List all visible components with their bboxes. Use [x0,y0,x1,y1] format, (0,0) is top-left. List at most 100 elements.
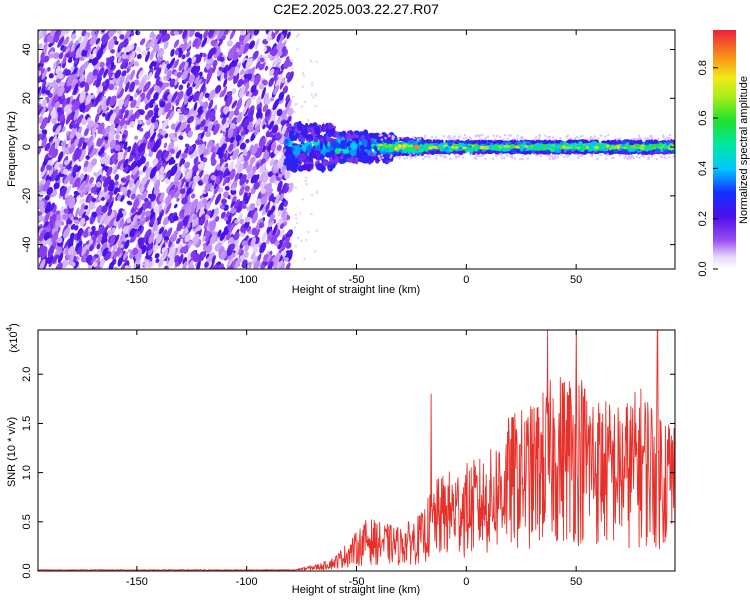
signal-blob [388,148,393,152]
noise-blob [142,165,147,172]
noise-blob [97,235,103,244]
noise-blob [154,179,161,192]
noise-blob [205,109,211,120]
signal-blob [503,144,508,148]
noise-blob [89,176,94,184]
signal-blob [634,143,641,148]
noise-blob [285,262,291,269]
signal-halo [397,137,400,140]
signal-halo [635,155,639,158]
noise-speck [295,217,298,220]
noise-blob [149,49,155,61]
noise-blob [139,38,146,46]
signal-blob [397,144,402,149]
signal-blob [563,148,568,153]
noise-blob [209,110,216,122]
noise-speck [294,186,298,189]
noise-blob [212,64,217,74]
signal-blob [676,148,678,151]
signal-blob [365,150,373,154]
signal-halo [569,137,572,140]
signal-halo [419,154,422,157]
noise-blob [86,71,93,83]
signal-blob [327,133,334,137]
noise-blob [93,122,100,128]
noise-blob [239,218,245,225]
noise-blob [166,69,172,80]
noise-blob [73,219,80,225]
noise-blob [282,85,289,94]
noise-speck [310,84,314,87]
signal-blob [342,148,350,154]
noise-blob [192,65,201,77]
signal-blob [319,154,324,160]
noise-blob [155,192,162,203]
noise-speck [310,194,314,197]
noise-blob [253,181,260,190]
noise-blob [193,101,198,113]
noise-blob [261,86,266,100]
noise-blob [114,108,123,121]
noise-blob [95,37,101,45]
noise-blob [210,158,217,166]
noise-blob [41,30,48,34]
noise-blob [114,173,120,181]
signal-blob [312,154,317,159]
noise-blob [128,155,134,162]
noise-blob [245,185,250,192]
signal-blob [468,148,474,153]
noise-blob [134,135,139,140]
signal-halo [535,154,539,157]
signal-halo [463,134,467,137]
signal-blob [536,145,543,149]
noise-blob [55,262,63,269]
noise-blob [48,73,54,79]
noise-blob [133,175,140,186]
noise-blob [233,109,240,116]
noise-blob [64,84,72,94]
signal-blob [313,137,319,143]
noise-speck [300,105,304,108]
signal-blob [542,140,548,145]
noise-blob [259,163,267,174]
signal-halo [442,135,446,138]
signal-blob [593,146,600,149]
noise-blob [178,135,184,141]
signal-halo [423,155,427,159]
signal-blob [305,134,314,140]
noise-speck [294,244,298,248]
noise-blob [124,99,129,108]
signal-halo [401,136,404,139]
signal-blob [312,150,321,155]
noise-blob [199,143,206,154]
noise-blob [116,84,123,96]
noise-blob [229,168,236,181]
signal-blob [377,144,384,146]
noise-blob [58,73,64,79]
noise-blob [44,32,51,43]
noise-blob [67,58,73,63]
noise-blob [221,212,226,218]
signal-blob [478,149,482,152]
noise-blob [281,207,287,218]
noise-blob [124,73,130,86]
noise-blob [129,237,134,243]
signal-blob [467,147,472,150]
signal-blob [650,141,656,145]
signal-blob [314,128,321,135]
noise-blob [226,178,232,188]
noise-blob [170,48,175,57]
noise-blob [205,131,211,138]
signal-blob [619,148,622,151]
noise-speck [305,238,308,242]
noise-blob [41,129,48,135]
noise-blob [185,123,191,134]
noise-blob [99,257,106,268]
noise-blob [184,143,190,148]
noise-blob [199,82,206,95]
signal-blob [644,140,650,145]
noise-blob [54,162,60,170]
signal-blob [628,140,635,146]
signal-blob [605,144,610,148]
